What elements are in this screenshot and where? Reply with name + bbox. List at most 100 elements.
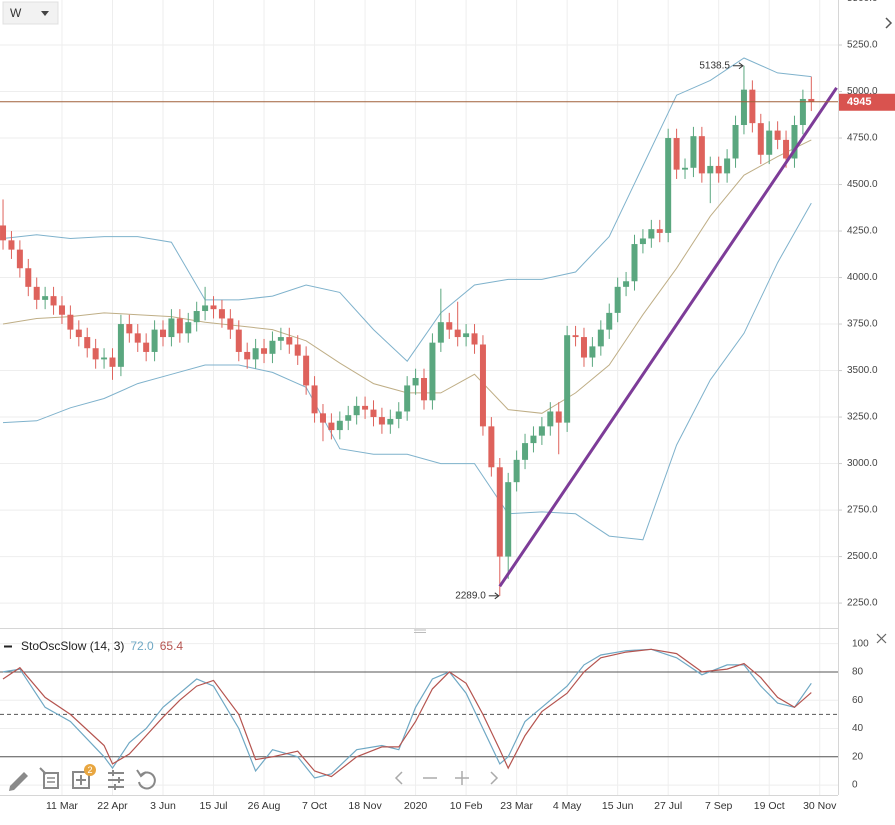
candle-body [631,244,638,282]
candle-body [715,165,722,174]
candle-body [656,229,663,233]
expand-arrow[interactable] [885,17,893,29]
candle-body [176,318,183,334]
candle-body [623,281,630,287]
candle-body [572,335,579,338]
y-tick-label: 0 [852,780,858,791]
candle-body [126,324,133,334]
candle-body [244,351,251,360]
x-tick-label: 30 Nov [803,800,837,812]
separator-handle[interactable] [414,629,426,633]
candle-body [421,377,428,401]
candle-body [252,348,259,360]
candle-body [665,138,672,233]
band-upper [2,57,812,362]
candle-body [673,138,680,170]
stochastic-panel [0,643,838,786]
candle-body [42,296,49,300]
candle-body [362,405,369,410]
timeframe-selector[interactable]: W [2,1,59,25]
candle-body [92,348,99,360]
candle-body [463,333,470,338]
candle-body [328,422,335,431]
y-tick-label: 80 [852,667,864,678]
candle-body [505,482,512,557]
y-tick-label: 2750.0 [847,505,878,516]
candle-body [589,346,596,358]
candle-body [0,225,7,241]
candle-body [370,409,377,418]
candle-body [488,426,495,468]
candle-body [143,342,150,352]
y-tick-label: 3250.0 [847,412,878,423]
badge [84,764,96,776]
close-stroke [876,633,887,644]
candle-body [808,98,815,102]
candle-body [698,136,705,174]
candle-body [682,167,689,170]
candle-body [218,309,225,319]
candle-body [749,89,756,124]
candle-body [58,305,65,315]
candle-body [210,305,217,310]
add-tool[interactable]: 2 [72,764,96,789]
y-tick-label: 5250.0 [847,40,878,51]
x-tick-label: 26 Aug [248,800,281,812]
y-tick-label: 3500.0 [847,365,878,376]
candle-body [202,305,209,312]
oscillator-line [2,648,812,778]
candle-body [724,158,731,174]
zoom-in[interactable] [455,771,469,785]
annotation-label: 5138.5 [699,60,730,71]
candle-body [353,405,360,416]
candle-body [261,348,268,354]
candle-body [168,318,175,338]
candle-body [84,337,91,349]
candle-body [303,355,310,386]
candle-body [16,249,23,269]
tool-icon [43,772,59,789]
candle-body [614,286,621,313]
band-lower [2,202,812,541]
candle-body [446,322,453,330]
last-price-tag [839,93,895,111]
indicator-value: 72.0 [130,639,154,653]
delete-tool[interactable] [39,767,59,789]
scroll-right[interactable] [490,771,499,785]
candle-body [791,125,798,159]
tool-icon [136,769,147,778]
indicator-title: StoOscSlow (14, 3) [21,639,124,653]
candle-body [429,342,436,401]
annotation-label: 2289.0 [455,590,486,601]
candle-body [160,329,167,338]
candle-body [564,335,571,423]
candle-body [109,357,116,367]
last-price-label: 4945 [847,96,871,108]
candle-body [395,411,402,419]
candle-body [732,125,739,159]
x-tick-label: 23 Mar [500,800,533,812]
reset-tool[interactable] [136,769,156,790]
x-tick-label: 4 May [553,800,582,812]
pencil-tool[interactable] [9,772,28,791]
candle-body [471,333,478,345]
drawing-toolbar: 2 [9,764,156,791]
y-tick-label: 3750.0 [847,319,878,330]
candle-body [67,314,74,330]
y-tick-label: 4250.0 [847,226,878,237]
candle-body [404,385,411,412]
y-tick-label: 5500.0 [847,0,878,4]
settings-tool[interactable] [108,770,124,790]
scroll-left[interactable] [394,771,403,785]
close-indicator[interactable] [876,633,887,644]
x-tick-label: 15 Jun [602,800,634,812]
x-tick-label: 18 Nov [348,800,382,812]
selector-box [2,1,59,25]
candle-body [117,324,124,367]
candle-body [597,329,604,347]
candle-body [580,337,587,358]
candle-body [319,413,326,423]
y-tick-label: 4750.0 [847,133,878,144]
axes: 11 Mar 22 Apr 3 Jun 15 Jul 26 Aug 7 Oct 18 Nov… [46,0,878,812]
